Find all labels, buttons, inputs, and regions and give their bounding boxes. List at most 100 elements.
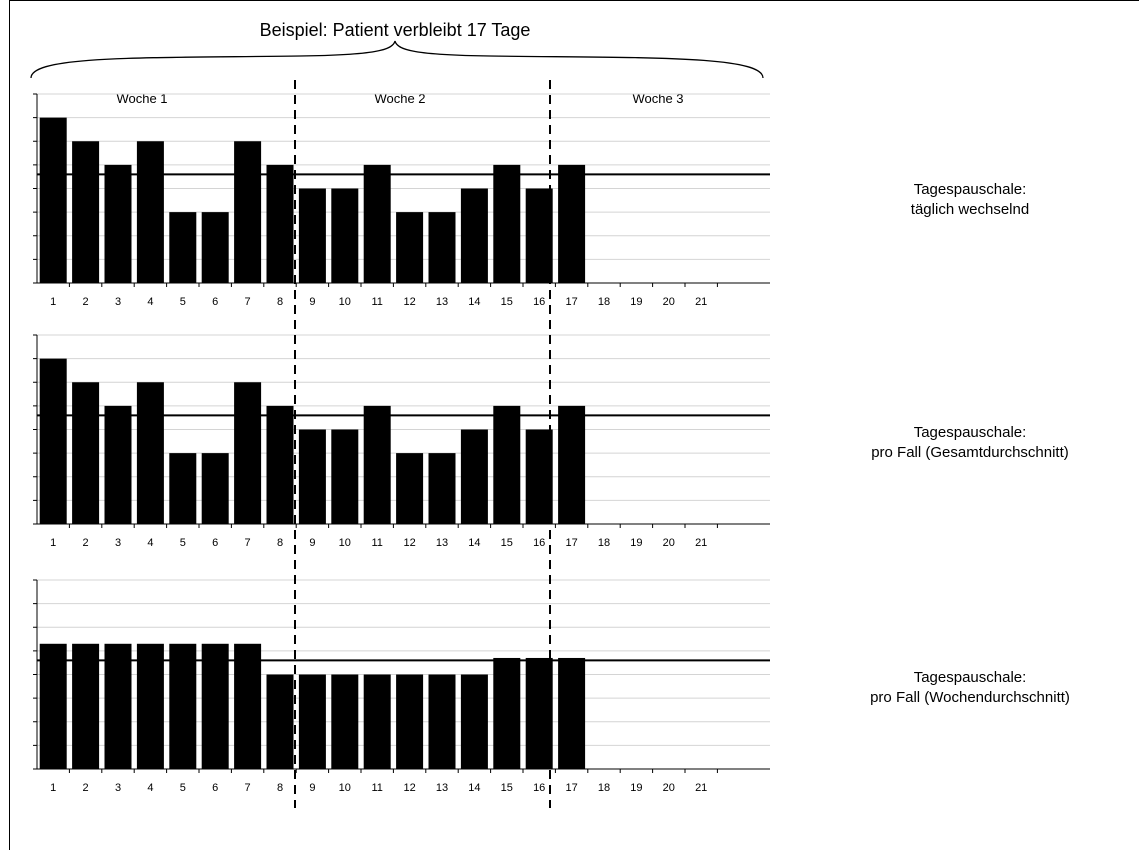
bar-day-8 — [266, 405, 294, 524]
x-tick-label: 7 — [245, 782, 251, 794]
bar-day-4 — [136, 141, 164, 283]
bar-day-7 — [234, 141, 262, 283]
bar-day-12 — [396, 212, 424, 283]
x-tick-label: 5 — [180, 782, 186, 794]
panel-2: 1 2 3 4 5 6 7 8 9 10 11 12 13 14 15 16 17 18 19 20 21 — [33, 334, 770, 549]
x-tick-label: 6 — [212, 782, 218, 794]
x-tick-label: 10 — [339, 537, 351, 549]
x-tick-label: 7 — [245, 537, 251, 549]
bar-day-3 — [104, 643, 132, 769]
bar-day-4 — [136, 382, 164, 524]
bar-day-1 — [39, 643, 67, 769]
x-tick-label: 1 — [50, 782, 56, 794]
bar-day-6 — [201, 643, 229, 769]
x-tick-label: 16 — [533, 296, 545, 308]
panel-3-label: Tagespauschale: pro Fall (Wochendurchsch… — [800, 668, 1139, 708]
bar-day-2 — [72, 643, 100, 769]
bar-day-11 — [363, 405, 391, 524]
bar-day-12 — [396, 674, 424, 769]
week-label-1: Woche 1 — [116, 91, 167, 106]
panel-2-label: Tagespauschale: pro Fall (Gesamtdurchsch… — [800, 423, 1139, 463]
x-tick-label: 11 — [371, 782, 382, 794]
bar-day-15 — [493, 657, 521, 769]
x-tick-label: 5 — [180, 537, 186, 549]
x-tick-label: 21 — [695, 782, 707, 794]
x-tick-label: 2 — [83, 296, 89, 308]
bar-day-10 — [331, 674, 359, 769]
x-tick-label: 4 — [147, 537, 153, 549]
x-tick-label: 11 — [371, 537, 382, 549]
bar-day-8 — [266, 164, 294, 283]
bar-day-1 — [39, 358, 67, 524]
x-tick-label: 19 — [630, 782, 642, 794]
bar-day-14 — [460, 429, 488, 524]
panel-3: 1 2 3 4 5 6 7 8 9 10 11 12 13 14 15 16 17 18 19 20 21 — [33, 579, 770, 794]
x-tick-label: 20 — [663, 782, 675, 794]
x-tick-label: 6 — [212, 537, 218, 549]
x-tick-label: 12 — [403, 537, 415, 549]
figure-frame — [9, 0, 1139, 850]
bar-day-6 — [201, 453, 229, 524]
chart-title: Beispiel: Patient verbleibt 17 Tage — [259, 20, 531, 40]
x-tick-label: 17 — [565, 537, 577, 549]
x-tick-label: 12 — [403, 782, 415, 794]
x-tick-label: 21 — [695, 537, 707, 549]
bar-day-11 — [363, 674, 391, 769]
x-tick-label: 1 — [50, 296, 56, 308]
x-tick-label: 15 — [501, 537, 513, 549]
x-tick-label: 15 — [501, 782, 513, 794]
bar-day-4 — [136, 643, 164, 769]
x-tick-label: 14 — [468, 782, 480, 794]
bar-day-5 — [169, 643, 197, 769]
panel-2-label-line-2: pro Fall (Gesamtdurchschnitt) — [871, 444, 1069, 461]
x-tick-label: 15 — [501, 296, 513, 308]
bar-day-16 — [525, 657, 553, 769]
x-tick-label: 9 — [309, 782, 315, 794]
x-tick-label: 13 — [436, 296, 448, 308]
bar-day-16 — [525, 188, 553, 283]
bar-day-14 — [460, 188, 488, 283]
week-label-2: Woche 2 — [374, 91, 425, 106]
x-tick-label: 3 — [115, 537, 121, 549]
x-tick-label: 12 — [403, 296, 415, 308]
week-brace — [30, 40, 764, 79]
bar-day-2 — [72, 382, 100, 524]
bar-day-3 — [104, 405, 132, 524]
bar-day-13 — [428, 453, 456, 524]
week-label-3: Woche 3 — [632, 91, 683, 106]
x-tick-label: 14 — [468, 296, 480, 308]
x-tick-label: 2 — [83, 782, 89, 794]
panel-1: 1 2 3 4 5 6 7 8 9 10 11 12 13 14 15 16 17 18 19 20 21 — [33, 93, 770, 308]
x-tick-label: 19 — [630, 296, 642, 308]
panel-3-label-line-1: Tagespauschale: — [913, 669, 1027, 686]
bar-day-13 — [428, 674, 456, 769]
bar-day-15 — [493, 164, 521, 283]
bar-day-9 — [298, 429, 326, 524]
x-tick-label: 4 — [147, 296, 153, 308]
x-tick-label: 17 — [565, 782, 577, 794]
x-tick-label: 8 — [277, 296, 283, 308]
panel-1-label: Tagespauschale: täglich wechselnd — [800, 180, 1139, 220]
chart-panels: 1 2 3 4 5 6 7 8 9 10 11 12 13 14 15 16 17 18 19 20 211 2 3 4 5 6 7… — [33, 93, 770, 794]
x-tick-label: 20 — [663, 296, 675, 308]
x-tick-label: 7 — [245, 296, 251, 308]
x-tick-label: 18 — [598, 782, 610, 794]
bar-day-16 — [525, 429, 553, 524]
x-tick-label: 16 — [533, 782, 545, 794]
x-tick-label: 21 — [695, 296, 707, 308]
x-tick-label: 19 — [630, 537, 642, 549]
bar-day-1 — [39, 117, 67, 283]
bar-day-10 — [331, 188, 359, 283]
bar-day-10 — [331, 429, 359, 524]
x-tick-label: 3 — [115, 296, 121, 308]
x-tick-label: 10 — [339, 782, 351, 794]
x-tick-label: 13 — [436, 537, 448, 549]
x-tick-label: 14 — [468, 537, 480, 549]
bar-day-2 — [72, 141, 100, 283]
x-tick-label: 9 — [309, 537, 315, 549]
x-tick-label: 3 — [115, 782, 121, 794]
x-tick-label: 2 — [83, 537, 89, 549]
bar-day-11 — [363, 164, 391, 283]
x-tick-label: 18 — [598, 296, 610, 308]
x-tick-label: 16 — [533, 537, 545, 549]
